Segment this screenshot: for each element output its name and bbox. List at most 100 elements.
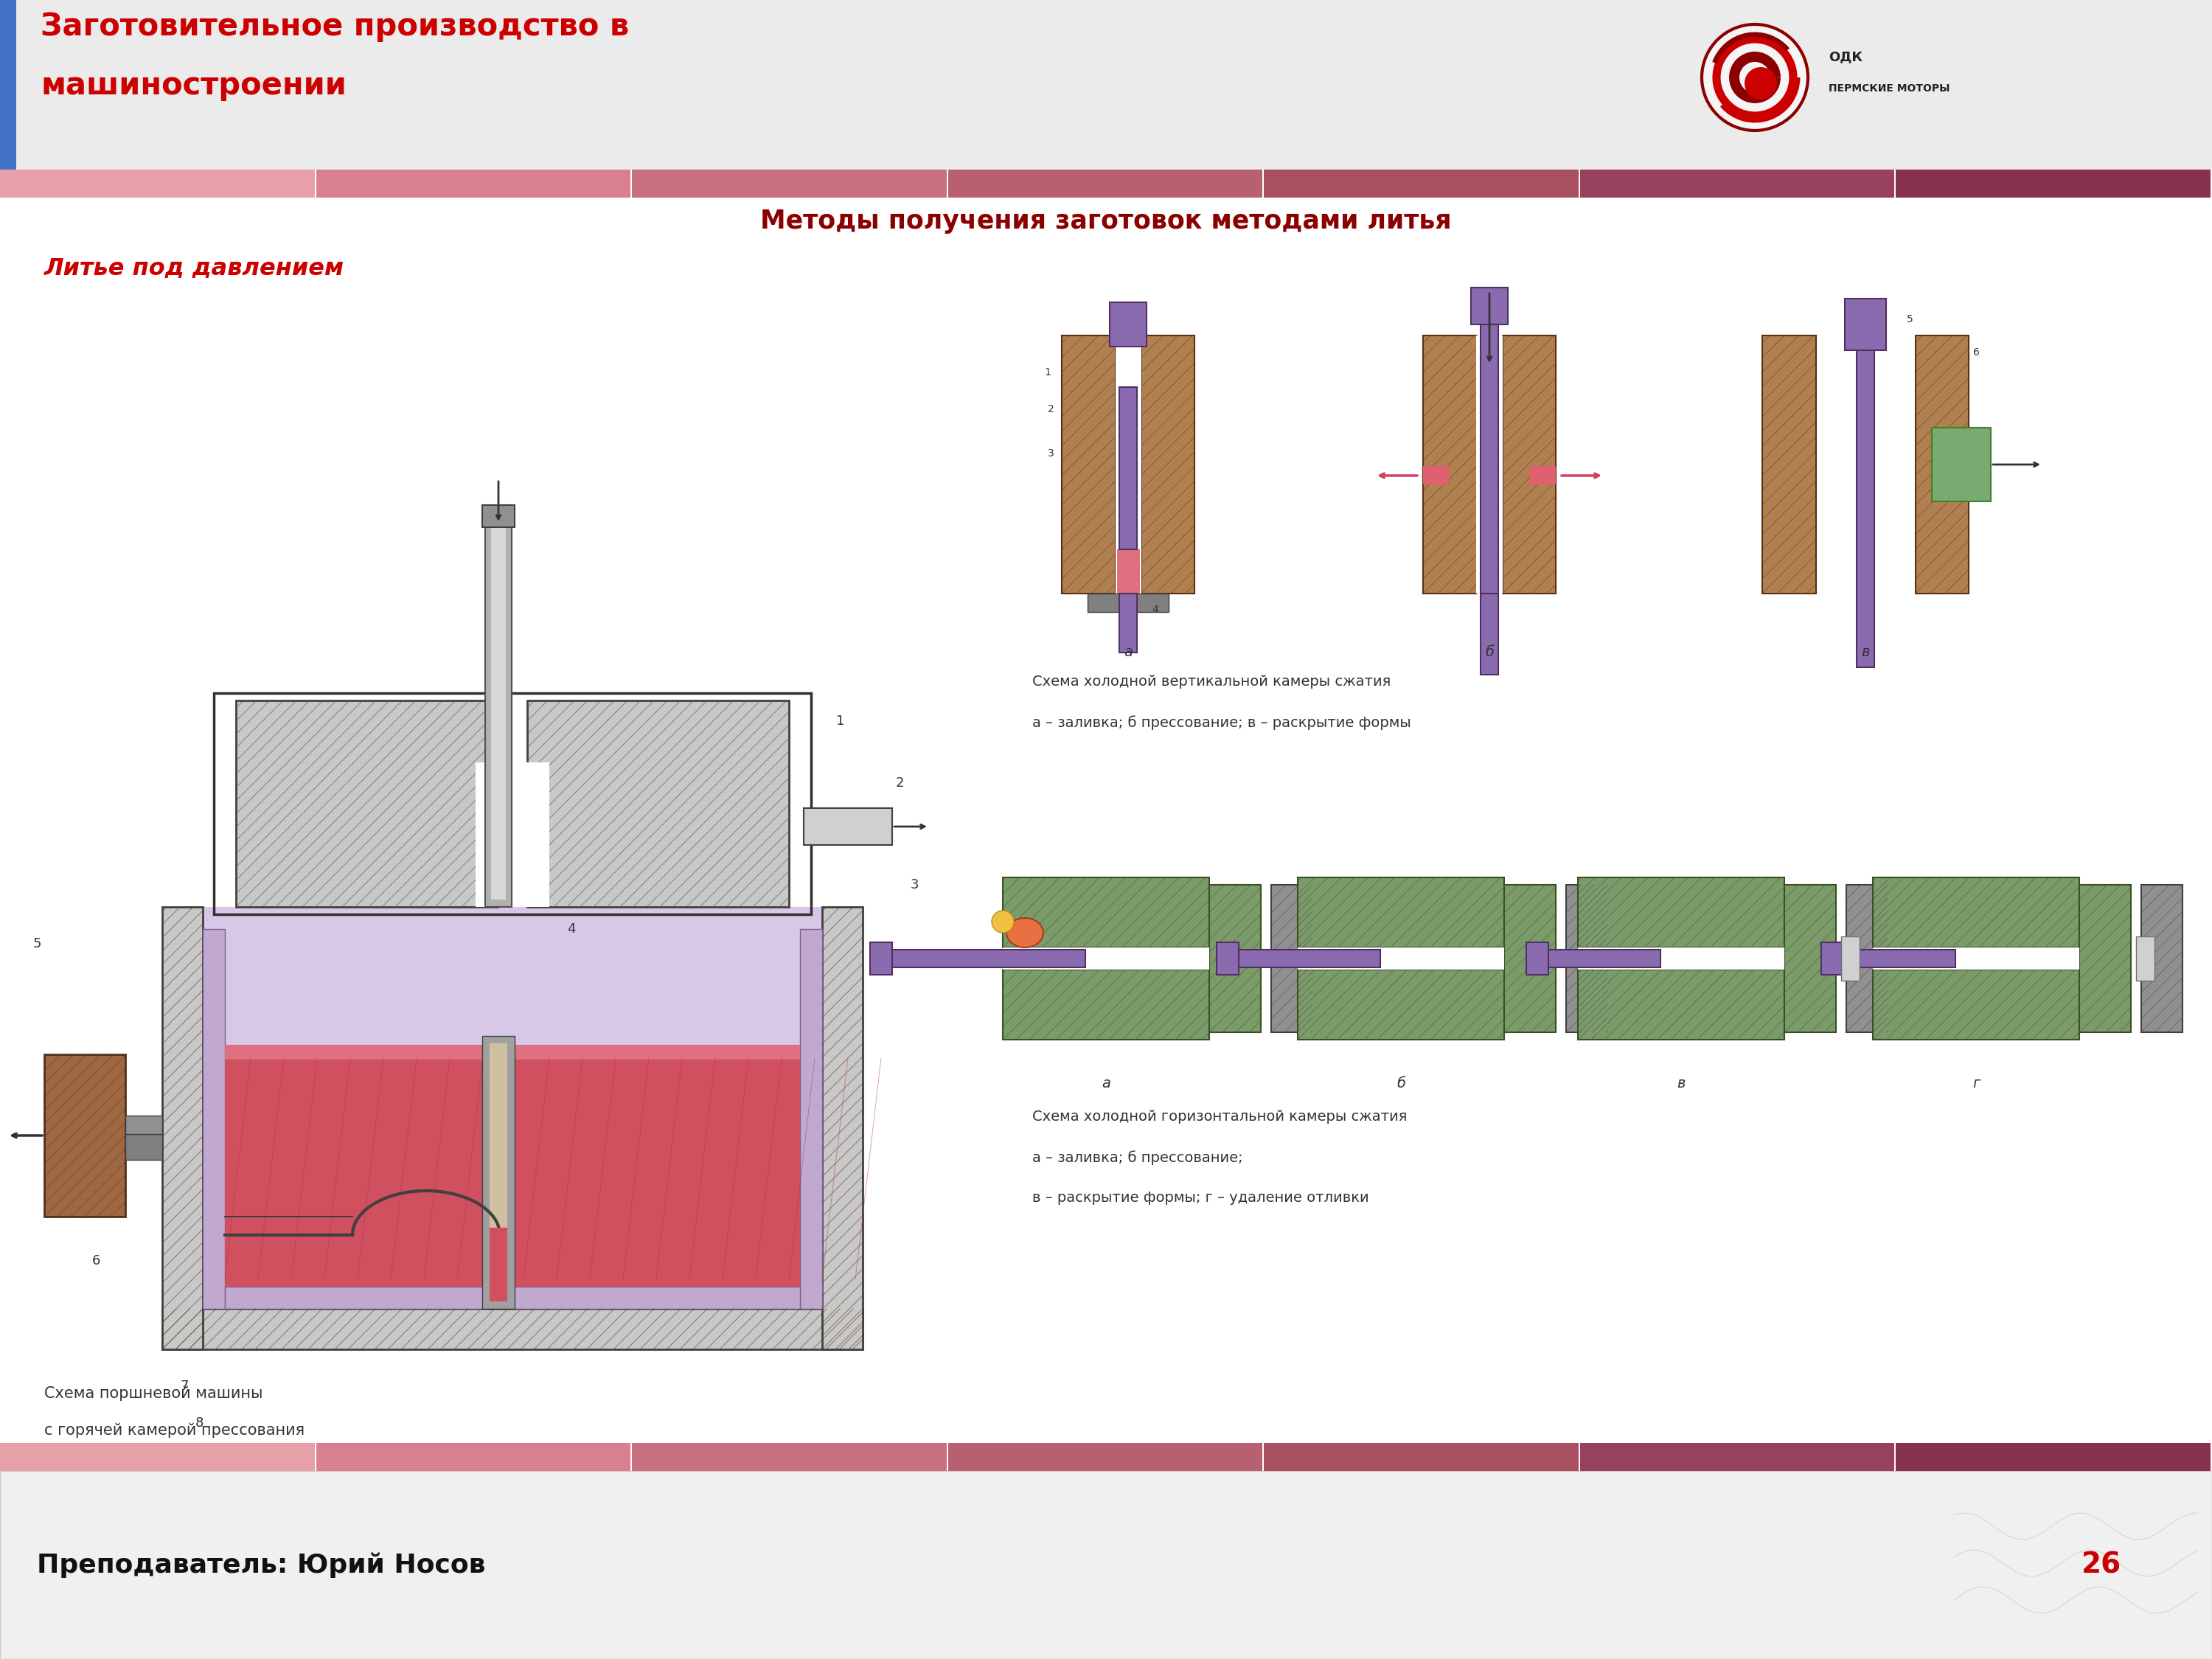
Text: Схема холодной горизонтальной камеры сжатия: Схема холодной горизонтальной камеры сжа… [1033, 1110, 1407, 1123]
FancyBboxPatch shape [489, 1044, 507, 1301]
FancyBboxPatch shape [1475, 335, 1502, 594]
FancyBboxPatch shape [633, 1443, 947, 1472]
FancyBboxPatch shape [237, 700, 498, 907]
FancyBboxPatch shape [1843, 949, 1955, 967]
FancyBboxPatch shape [1531, 466, 1555, 484]
Text: 4: 4 [1152, 604, 1159, 615]
FancyBboxPatch shape [1298, 947, 1504, 969]
Text: ПЕРМСКИЕ МОТОРЫ: ПЕРМСКИЕ МОТОРЫ [1829, 83, 1951, 93]
FancyBboxPatch shape [1110, 302, 1146, 347]
FancyBboxPatch shape [1504, 884, 1555, 1032]
FancyBboxPatch shape [1210, 884, 1261, 1032]
FancyBboxPatch shape [226, 1045, 801, 1060]
FancyBboxPatch shape [1874, 947, 2079, 969]
FancyBboxPatch shape [1916, 335, 1969, 594]
FancyBboxPatch shape [161, 1309, 863, 1349]
FancyBboxPatch shape [1298, 969, 1504, 1040]
FancyBboxPatch shape [1577, 878, 1785, 947]
FancyBboxPatch shape [2079, 884, 2130, 1032]
Text: а – заливка; б прессование; в – раскрытие формы: а – заливка; б прессование; в – раскрыти… [1033, 715, 1411, 730]
FancyBboxPatch shape [803, 808, 891, 844]
Text: 1: 1 [836, 715, 845, 728]
FancyBboxPatch shape [1002, 947, 1210, 969]
Text: 3: 3 [1048, 448, 1055, 458]
FancyBboxPatch shape [1874, 878, 2079, 947]
FancyBboxPatch shape [526, 700, 790, 907]
FancyBboxPatch shape [1548, 949, 1661, 967]
Text: 2: 2 [1048, 405, 1055, 415]
FancyBboxPatch shape [489, 1228, 507, 1301]
Text: Схема холодной вертикальной камеры сжатия: Схема холодной вертикальной камеры сжати… [1033, 675, 1391, 688]
FancyBboxPatch shape [1298, 878, 1504, 947]
Text: 5: 5 [1907, 314, 1913, 325]
FancyBboxPatch shape [1119, 387, 1137, 549]
Text: а: а [1102, 1077, 1110, 1090]
FancyBboxPatch shape [891, 949, 1086, 967]
FancyBboxPatch shape [161, 907, 204, 1349]
Text: 6: 6 [91, 1254, 100, 1267]
FancyBboxPatch shape [226, 1287, 801, 1309]
FancyBboxPatch shape [1931, 428, 1991, 501]
FancyBboxPatch shape [0, 0, 15, 169]
FancyBboxPatch shape [823, 907, 863, 1349]
FancyBboxPatch shape [1896, 1443, 2210, 1472]
Text: 1: 1 [1044, 367, 1051, 378]
FancyBboxPatch shape [1798, 333, 1933, 596]
FancyBboxPatch shape [1577, 947, 1785, 969]
FancyBboxPatch shape [1854, 335, 1878, 594]
FancyBboxPatch shape [1263, 169, 1579, 197]
FancyBboxPatch shape [484, 516, 511, 907]
FancyBboxPatch shape [2137, 936, 2154, 980]
Text: Схема поршневой машины: Схема поршневой машины [44, 1387, 263, 1402]
Text: 5: 5 [33, 937, 42, 951]
Circle shape [1745, 66, 1776, 100]
FancyBboxPatch shape [476, 763, 549, 907]
FancyBboxPatch shape [1115, 335, 1141, 594]
FancyBboxPatch shape [1471, 287, 1509, 325]
FancyBboxPatch shape [1002, 969, 1210, 1040]
FancyBboxPatch shape [204, 929, 226, 1309]
FancyBboxPatch shape [1502, 335, 1555, 594]
Text: 6: 6 [1973, 347, 1980, 358]
FancyBboxPatch shape [869, 942, 891, 975]
Ellipse shape [1006, 917, 1044, 947]
FancyBboxPatch shape [1062, 335, 1115, 594]
FancyBboxPatch shape [1763, 335, 1816, 594]
FancyBboxPatch shape [1480, 594, 1498, 675]
FancyBboxPatch shape [1141, 335, 1194, 594]
Text: Методы получения заготовок методами литья: Методы получения заготовок методами лить… [761, 209, 1451, 234]
FancyBboxPatch shape [1263, 1443, 1579, 1472]
Text: 8: 8 [195, 1417, 204, 1430]
FancyBboxPatch shape [0, 1443, 314, 1472]
Text: Преподаватель: Юрий Носов: Преподаватель: Юрий Носов [38, 1553, 487, 1578]
FancyBboxPatch shape [226, 1050, 801, 1287]
FancyBboxPatch shape [2141, 884, 2183, 1032]
Text: 2: 2 [896, 776, 905, 790]
FancyBboxPatch shape [126, 1135, 161, 1160]
FancyBboxPatch shape [0, 169, 314, 197]
Circle shape [991, 911, 1013, 932]
Circle shape [1701, 25, 1807, 131]
FancyBboxPatch shape [949, 1443, 1263, 1472]
FancyBboxPatch shape [1002, 878, 1210, 947]
Text: 3: 3 [909, 878, 918, 891]
FancyBboxPatch shape [1422, 335, 1478, 594]
FancyBboxPatch shape [1422, 466, 1449, 484]
FancyBboxPatch shape [1526, 942, 1548, 975]
FancyBboxPatch shape [633, 169, 947, 197]
FancyBboxPatch shape [0, 1472, 2212, 1659]
FancyBboxPatch shape [1088, 594, 1168, 612]
FancyBboxPatch shape [1847, 884, 1887, 1032]
FancyBboxPatch shape [316, 1443, 630, 1472]
Text: б: б [1484, 645, 1493, 659]
Text: ОДК: ОДК [1829, 50, 1863, 63]
FancyBboxPatch shape [482, 504, 515, 528]
Text: в: в [1860, 645, 1869, 659]
FancyBboxPatch shape [1798, 335, 1854, 594]
FancyBboxPatch shape [1577, 969, 1785, 1040]
FancyBboxPatch shape [1579, 169, 1893, 197]
FancyBboxPatch shape [1874, 969, 2079, 1040]
Text: 26: 26 [2081, 1551, 2121, 1579]
FancyBboxPatch shape [1480, 314, 1498, 594]
FancyBboxPatch shape [1785, 884, 1836, 1032]
